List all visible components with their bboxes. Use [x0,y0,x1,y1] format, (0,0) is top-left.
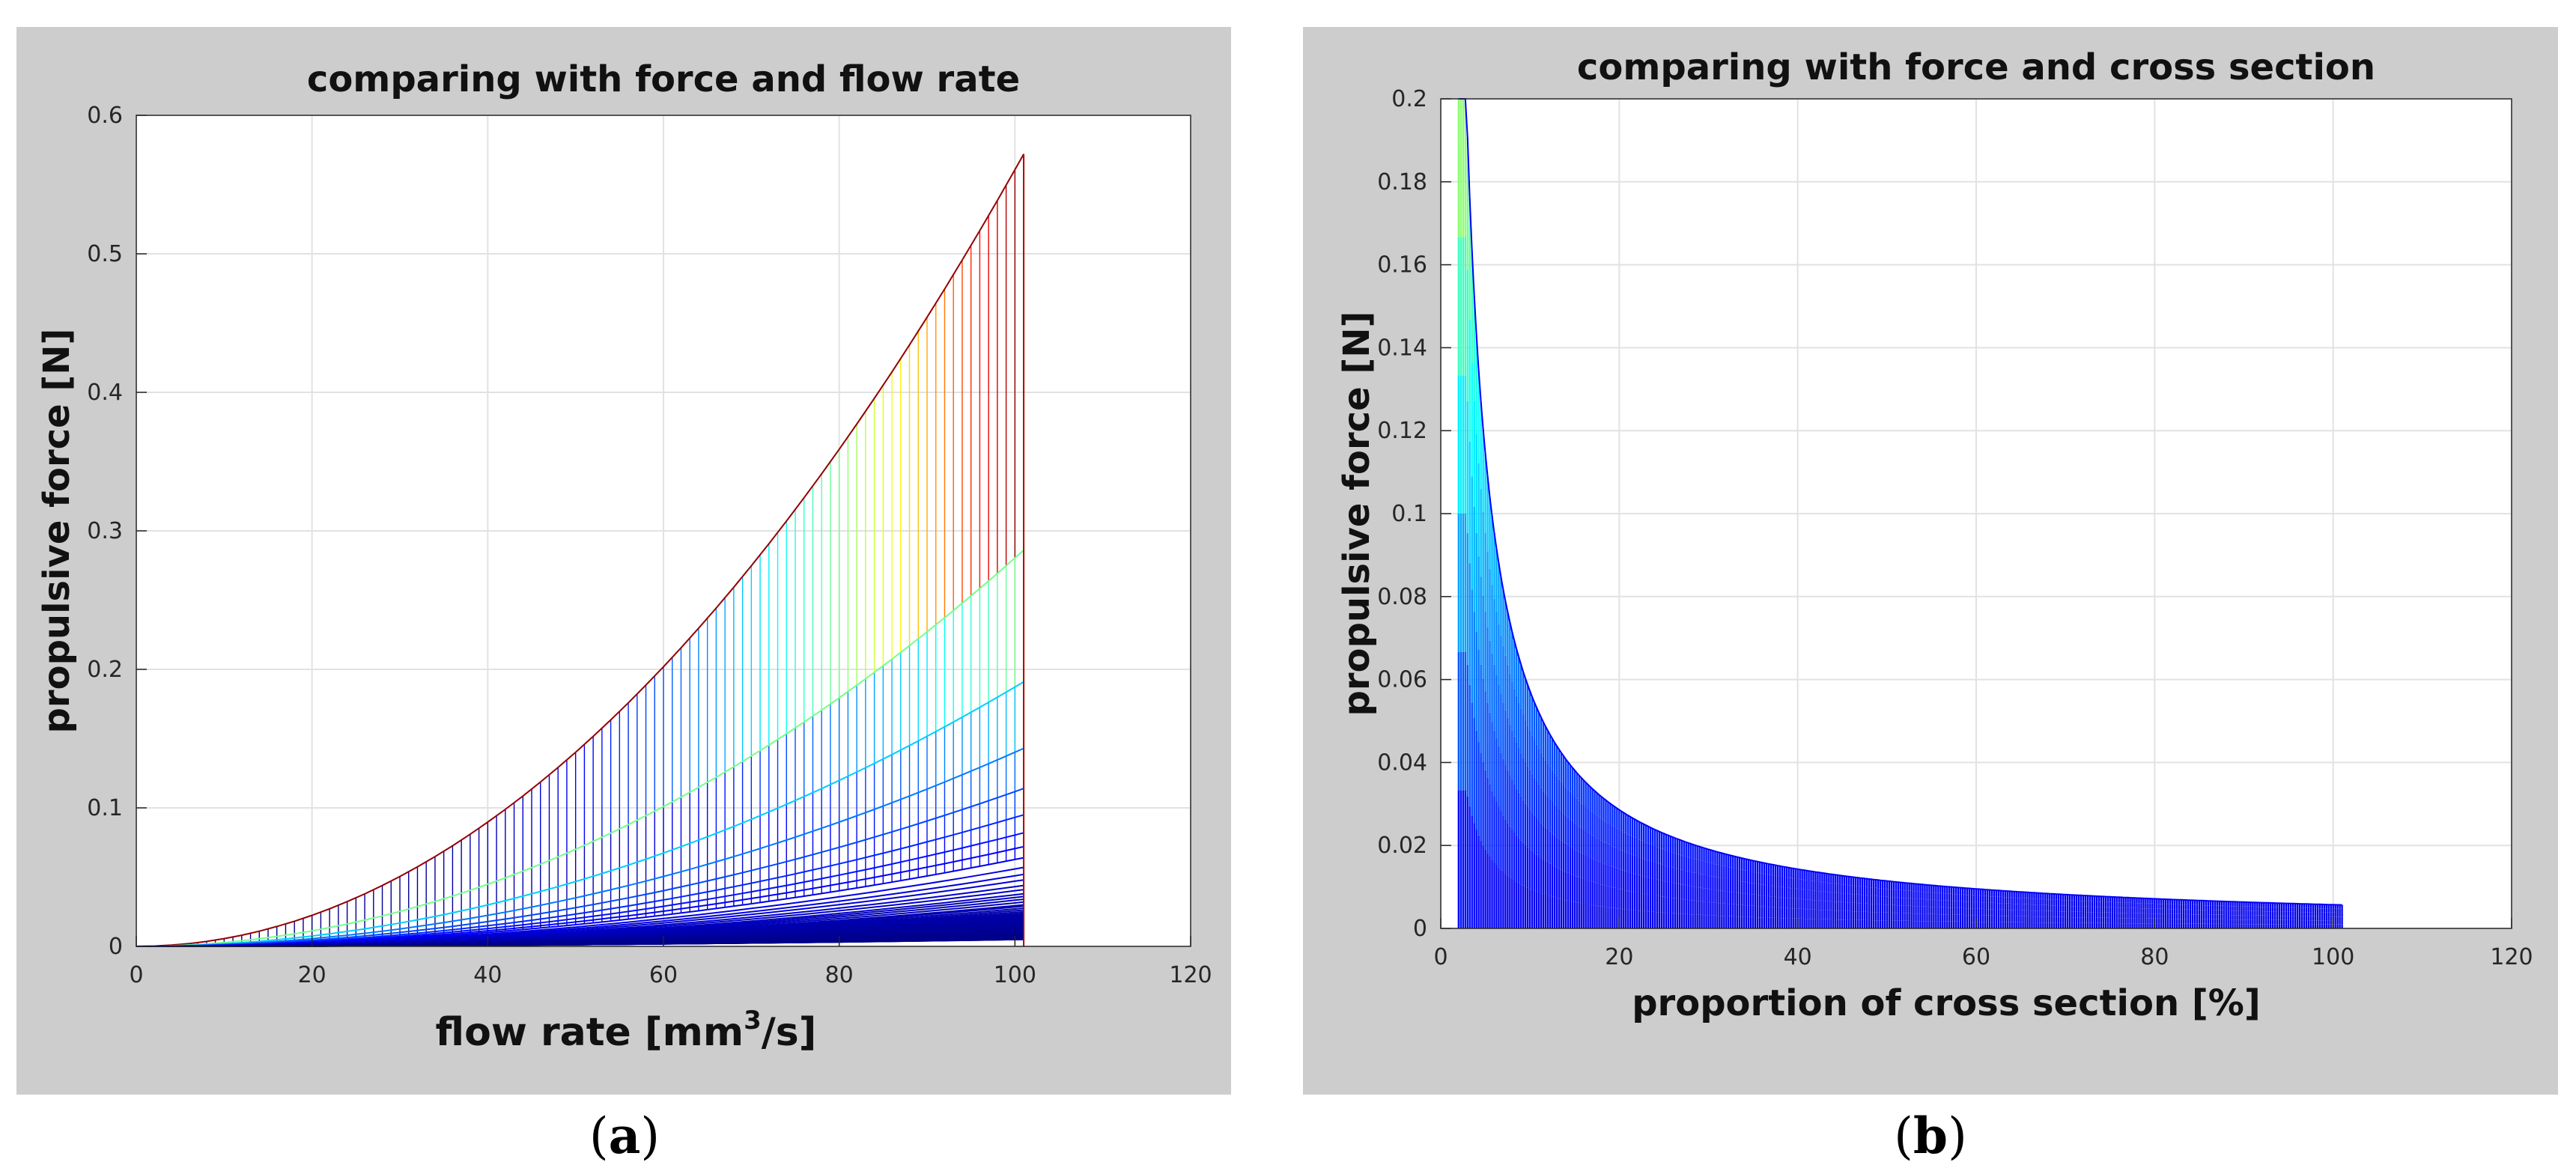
x-axis-label-a: flow rate [mm3/s] [436,1006,817,1055]
x-tick-label: 60 [1962,944,1990,970]
grid-b [1440,98,2512,929]
y-tick-label: 0.6 [87,103,123,129]
x-tick-label: 80 [2140,944,2169,970]
chart-a-svg: 0 20 40 60 80 100 120 0 0.1 0.2 0.3 0.4 0.5 0.6 compar… [36,58,1212,1055]
x-axis-label-a-prefix: flow rate [mm [436,1010,744,1055]
y-tick-label: 0 [1413,916,1427,942]
y-tick-label: 0.08 [1377,584,1427,610]
series-line [136,747,1024,947]
x-tick-label: 100 [2312,944,2354,970]
caption-b: (b) [1894,1107,1967,1165]
caption-a-label: a [608,1107,641,1165]
chart-panel-a: 0 20 40 60 80 100 120 0 0.1 0.2 0.3 0.4 0.5 0.6 compar… [16,27,1231,1095]
y-tick-label: 0.1 [87,795,123,821]
y-tick-label: 0.18 [1377,169,1427,195]
y-tick-label: 0.16 [1377,252,1427,279]
x-axis-label-a-superscript: 3 [744,1006,762,1035]
y-tick-label: 0.14 [1377,335,1427,361]
series-outline-b [1458,98,2342,906]
series-line [136,681,1024,947]
x-tick-label: 0 [129,962,143,988]
chart-title-b: comparing with force and cross section [1577,46,2375,88]
x-tick-label: 60 [649,962,678,988]
x-tick-label: 100 [994,962,1036,988]
x-tick-label: 40 [1784,944,1812,970]
stems-a [197,153,1024,945]
x-tick-label: 120 [2490,944,2533,970]
y-tick-label: 0.06 [1377,667,1427,693]
x-tick-label: 80 [825,962,854,988]
y-tick-label: 0.02 [1377,833,1427,859]
y-tick-label: 0.4 [87,380,123,406]
x-tick-label: 20 [1605,944,1633,970]
caption-b-label: b [1913,1107,1948,1165]
stems-b [1457,99,2343,928]
y-tick-label: 0 [109,934,123,960]
y-tick-label: 0.2 [87,657,123,683]
y-tick-label: 0.5 [87,241,123,267]
y-tick-label: 0.12 [1377,418,1427,444]
y-tick-label: 0.04 [1377,749,1427,776]
y-tick-label: 0.2 [1391,86,1427,112]
y-tick-label: 0.3 [87,518,123,544]
x-tick-label: 120 [1169,962,1212,988]
y-axis-label-a: propulsive force [N] [36,329,78,734]
x-tick-label: 20 [298,962,326,988]
x-tick-label: 40 [473,962,502,988]
x-tick-label: 0 [1433,944,1448,970]
chart-panel-b: 0 20 40 60 80 100 120 0 0.02 0.04 0.06 0.08 0.1 0.12 0… [1303,27,2558,1095]
y-axis-label-b: propulsive force [N] [1336,311,1378,717]
chart-title-a: comparing with force and flow rate [307,58,1020,100]
series-line [136,550,1024,947]
x-axis-label-a-suffix: /s] [762,1010,817,1055]
y-tick-label: 0.1 [1391,501,1427,527]
caption-a: (a) [589,1107,660,1165]
series-line [136,153,1024,947]
x-axis-label-b: proportion of cross section [%] [1632,982,2261,1024]
chart-b-svg: 0 20 40 60 80 100 120 0 0.02 0.04 0.06 0.08 0.1 0.12 0… [1336,46,2533,1024]
